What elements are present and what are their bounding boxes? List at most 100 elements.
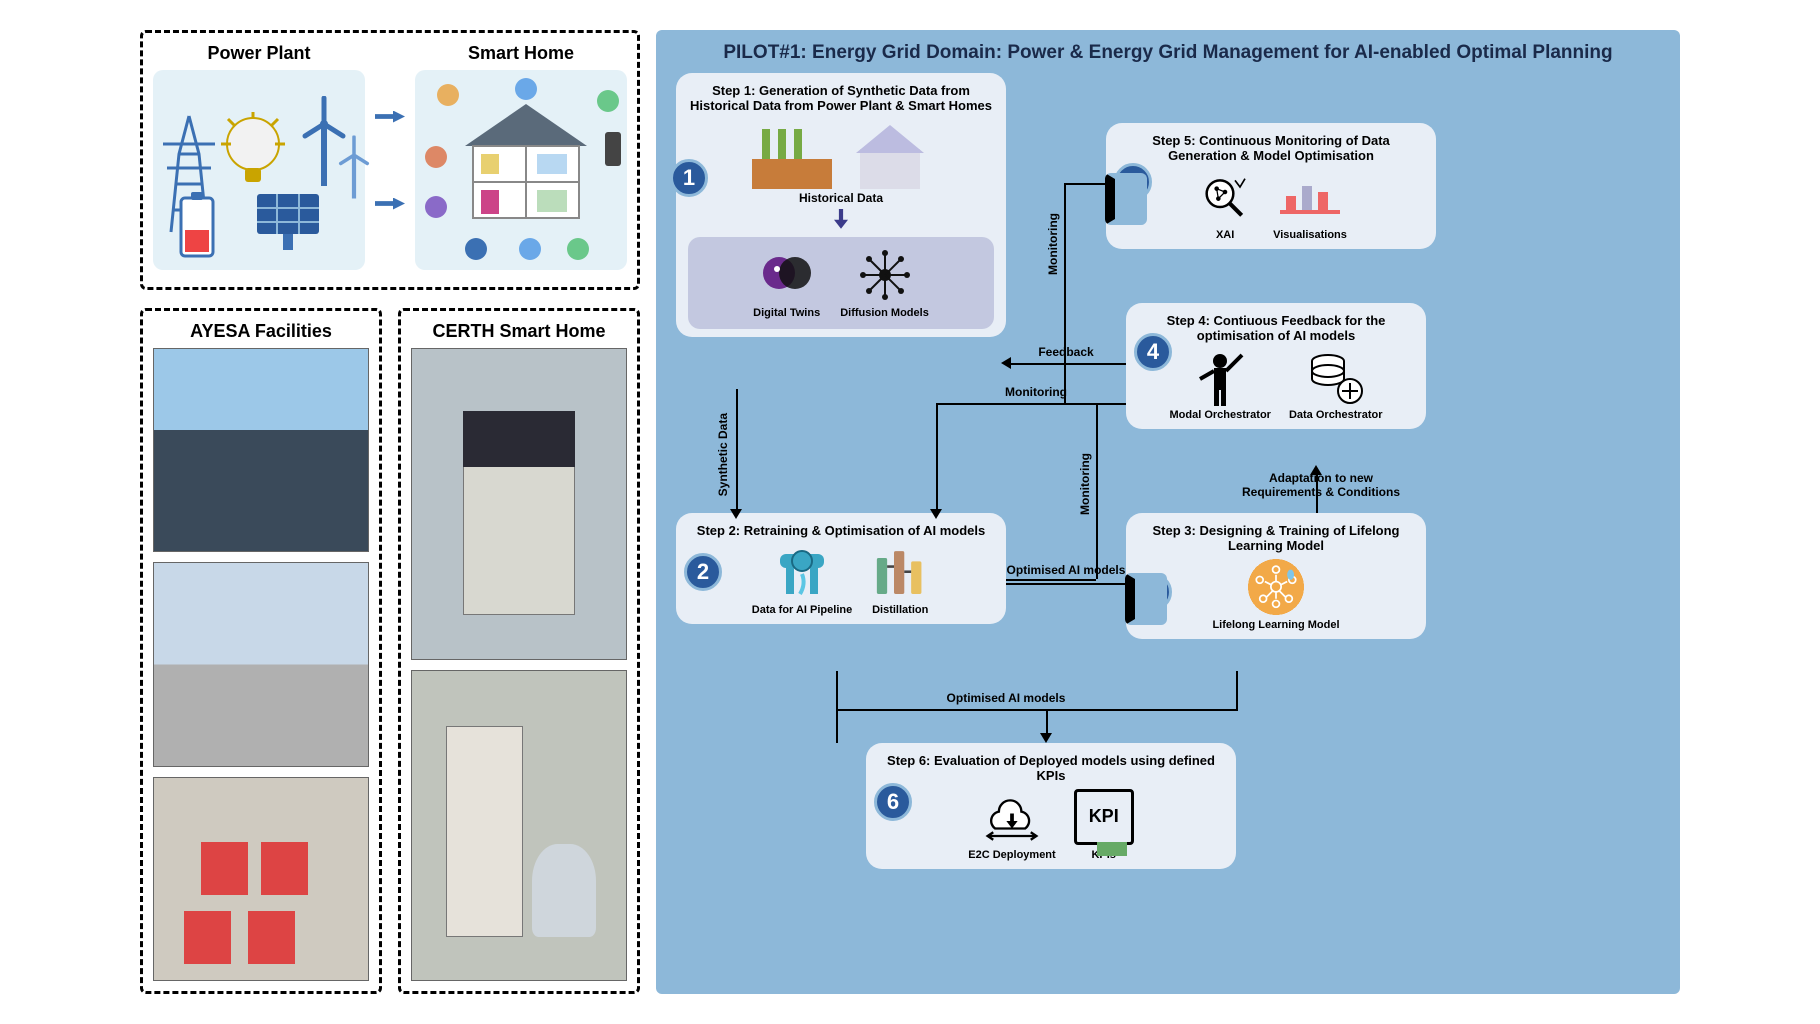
historical-data-label: Historical Data — [688, 191, 994, 205]
smart-home-title: Smart Home — [415, 43, 627, 64]
lifelong-label: Lifelong Learning Model — [1212, 619, 1339, 631]
smart-home-panel: Smart Home — [415, 43, 627, 277]
wind-turbine-icon — [337, 136, 372, 199]
edge — [1064, 183, 1106, 185]
step-6: Step 6: Evaluation of Deployed models us… — [866, 743, 1236, 869]
edge — [1046, 709, 1048, 739]
photo-certh-house-aerial — [411, 348, 627, 660]
arrow-pair — [375, 43, 405, 277]
smart-home-icon — [850, 119, 930, 189]
distillation-icon — [870, 544, 930, 600]
visualisations-label: Visualisations — [1273, 229, 1347, 241]
arrow-right-icon — [375, 198, 405, 210]
battery-icon — [177, 190, 217, 260]
edge-adapt-label: Adaptation to new Requirements & Conditi… — [1236, 471, 1406, 499]
iot-dot-icon — [519, 238, 541, 260]
certh-panel: CERTH Smart Home — [398, 308, 640, 994]
edge — [1006, 579, 1096, 581]
step-2-title: Step 2: Retraining & Optimisation of AI … — [688, 523, 994, 538]
left-column: Power Plant — [140, 30, 640, 994]
conductor-label: Modal Orchestrator — [1169, 409, 1270, 421]
step-2: Step 2: Retraining & Optimisation of AI … — [676, 513, 1006, 624]
edge — [1064, 183, 1066, 403]
arrowhead-icon — [1125, 573, 1167, 625]
ayesa-panel: AYESA Facilities — [140, 308, 382, 994]
data-orchestrator-icon — [1306, 349, 1366, 405]
step-5: Step 5: Continuous Monitoring of Data Ge… — [1106, 123, 1436, 249]
edge — [836, 671, 838, 743]
edge — [936, 403, 938, 513]
step-4-badge: 4 — [1134, 333, 1172, 371]
iot-dot-icon — [465, 238, 487, 260]
pilot-title: PILOT#1: Energy Grid Domain: Power & Ene… — [676, 42, 1660, 65]
iot-dot-icon — [597, 90, 619, 112]
factory-icon — [752, 119, 832, 189]
lifelong-learning-icon — [1246, 559, 1306, 615]
lightbulb-icon — [221, 112, 285, 198]
step-6-badge: 6 — [874, 783, 912, 821]
arrowhead-icon — [1105, 173, 1147, 225]
arrow-down-icon — [834, 209, 848, 229]
house-cutaway-icon — [461, 102, 591, 222]
iot-dot-icon — [567, 238, 589, 260]
edge — [1006, 583, 1126, 585]
diffusion-label: Diffusion Models — [840, 307, 929, 319]
smart-home-illustration — [415, 70, 627, 270]
iot-dot-icon — [437, 84, 459, 106]
edge — [1006, 363, 1126, 365]
right-flow-panel: PILOT#1: Energy Grid Domain: Power & Ene… — [656, 30, 1680, 994]
diffusion-icon — [855, 247, 915, 303]
solar-panel-icon — [253, 190, 323, 252]
photo-solar-panels — [153, 348, 369, 552]
step-6-title: Step 6: Evaluation of Deployed models us… — [878, 753, 1224, 783]
arrowhead-icon — [930, 509, 942, 519]
power-plant-title: Power Plant — [153, 43, 365, 64]
digital-twin-label: Digital Twins — [753, 307, 820, 319]
edge-opt1-label: Optimised AI models — [1006, 563, 1126, 577]
step-3: Step 3: Designing & Training of Lifelong… — [1126, 513, 1426, 639]
iot-dot-icon — [515, 78, 537, 100]
edge-synthetic-label: Synthetic Data — [716, 413, 730, 496]
iot-dot-icon — [605, 132, 621, 166]
data-orchestrator-label: Data Orchestrator — [1289, 409, 1383, 421]
step-4-title: Step 4: Contiuous Feedback for the optim… — [1138, 313, 1414, 343]
power-plant-illustration — [153, 70, 365, 270]
ayesa-title: AYESA Facilities — [153, 321, 369, 342]
e2c-label: E2C Deployment — [968, 849, 1055, 861]
step-2-badge: 2 — [684, 553, 722, 591]
edge-opt2-label: Optimised AI models — [906, 691, 1106, 705]
photo-rooftop — [153, 562, 369, 766]
arrow-right-icon — [375, 111, 405, 123]
distillation-label: Distillation — [872, 604, 928, 616]
power-plant-panel: Power Plant — [153, 43, 365, 277]
step-3-title: Step 3: Designing & Training of Lifelong… — [1138, 523, 1414, 553]
pipeline-icon — [772, 544, 832, 600]
conductor-icon — [1190, 349, 1250, 405]
photo-certh-house-ground — [411, 670, 627, 982]
step-1: Step 1: Generation of Synthetic Data fro… — [676, 73, 1006, 337]
certh-title: CERTH Smart Home — [411, 321, 627, 342]
edge — [836, 709, 1236, 711]
edge — [1096, 403, 1098, 579]
step-4: Step 4: Contiuous Feedback for the optim… — [1126, 303, 1426, 429]
e2c-deploy-icon — [982, 789, 1042, 845]
iot-dot-icon — [425, 196, 447, 218]
xai-label: XAI — [1216, 229, 1234, 241]
edge-feedback-label: Feedback — [1006, 345, 1126, 359]
pipeline-label: Data for AI Pipeline — [752, 604, 852, 616]
xai-icon — [1195, 169, 1255, 225]
top-dashed-box: Power Plant — [140, 30, 640, 290]
edge-monitoring3-label: Monitoring — [1078, 453, 1092, 515]
steps-area: Step 1: Generation of Synthetic Data fro… — [676, 73, 1660, 933]
step-5-title: Step 5: Continuous Monitoring of Data Ge… — [1118, 133, 1424, 163]
step-1-badge: 1 — [670, 159, 708, 197]
step-1-subpanel: Digital Twins — [688, 237, 994, 329]
edge — [736, 389, 738, 513]
edge — [1236, 671, 1238, 711]
iot-dot-icon — [425, 146, 447, 168]
arrowhead-icon — [730, 509, 742, 519]
step-1-title: Step 1: Generation of Synthetic Data fro… — [688, 83, 994, 113]
kpi-icon: KPI — [1074, 789, 1134, 845]
edge-monitoring1-label: Monitoring — [1046, 213, 1060, 275]
visualisations-icon — [1280, 169, 1340, 225]
